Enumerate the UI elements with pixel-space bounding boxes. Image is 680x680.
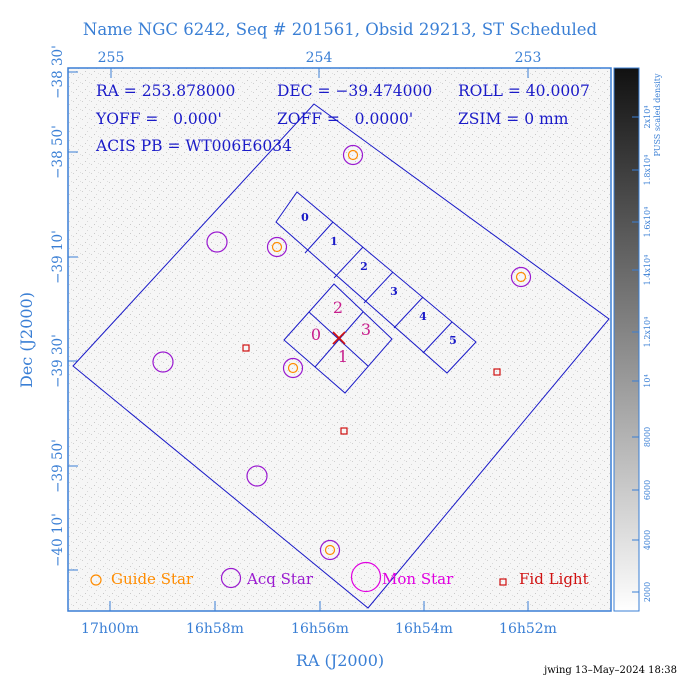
plot-title: Name NGC 6242, Seq # 201561, Obsid 29213… bbox=[83, 20, 598, 39]
colorbar-tick-label: 4000 bbox=[643, 530, 652, 550]
colorbar-label: PUSS scaled density bbox=[653, 73, 662, 157]
roll-value: ROLL = 40.0007 bbox=[458, 82, 590, 100]
legend-fid-label: Fid Light bbox=[519, 570, 589, 588]
colorbar-tick-label: 10⁴ bbox=[643, 374, 652, 387]
acq-star bbox=[246, 465, 268, 487]
left-tick-label: −40 10' bbox=[50, 513, 66, 567]
guide-star bbox=[266, 236, 288, 258]
top-tick-label: 254 bbox=[306, 50, 333, 66]
y-axis-label: Dec (J2000) bbox=[17, 292, 36, 388]
fid-light bbox=[242, 344, 250, 352]
acq-star bbox=[206, 231, 228, 253]
top-tick-label: 253 bbox=[515, 50, 542, 66]
colorbar-ticks bbox=[632, 116, 639, 593]
guide-star-legend-icon bbox=[90, 574, 102, 586]
colorbar-tick-label: 8000 bbox=[643, 427, 652, 447]
acq-star bbox=[152, 351, 174, 373]
bottom-tick-label: 16h58m bbox=[186, 621, 244, 637]
fov-diamond bbox=[72, 103, 610, 609]
x-axis-label: RA (J2000) bbox=[296, 651, 384, 670]
fid-light bbox=[493, 368, 501, 376]
colorbar-tick-label: 2000 bbox=[643, 582, 652, 602]
yoff-value: YOFF = 0.000' bbox=[95, 110, 222, 128]
frame-ticks bbox=[68, 68, 529, 611]
left-tick-label: −39 10' bbox=[50, 230, 66, 284]
acis-i-ccd-label: 1 bbox=[338, 347, 348, 366]
acis-s-ccd-label: 2 bbox=[360, 260, 368, 273]
acis-s-ccd-label: 4 bbox=[419, 310, 427, 323]
left-tick-label: −38 50' bbox=[50, 125, 66, 179]
fid-light bbox=[340, 427, 348, 435]
colorbar-tick-label: 1.4x10⁴ bbox=[643, 255, 652, 286]
legend: Guide Star Acq Star Mon Star Fid Light bbox=[90, 561, 589, 593]
legend-acq-label: Acq Star bbox=[246, 570, 314, 588]
top-tick-label: 255 bbox=[98, 50, 125, 66]
bottom-tick-label: 16h52m bbox=[499, 621, 557, 637]
ra-value: RA = 253.878000 bbox=[96, 82, 235, 100]
pointing-info: RA = 253.878000 DEC = −39.474000 ROLL = … bbox=[95, 82, 590, 155]
guide-star bbox=[510, 266, 532, 288]
left-tick-label: −38 30' bbox=[50, 45, 66, 99]
fid-light-legend-icon bbox=[499, 578, 507, 586]
guide-star bbox=[319, 539, 341, 561]
colorbar-tick-label: 2x10⁴ bbox=[643, 106, 652, 129]
footer-stamp: jwing 13–May–2024 18:38 bbox=[543, 665, 677, 676]
legend-mon-label: Mon Star bbox=[382, 570, 454, 588]
acis-s-ccd-label: 3 bbox=[390, 285, 398, 298]
zsim-value: ZSIM = 0 mm bbox=[458, 110, 569, 128]
acis-i-ccd-label: 2 bbox=[333, 298, 343, 317]
left-tick-label: −39 30' bbox=[50, 334, 66, 388]
bottom-tick-label: 17h00m bbox=[81, 621, 139, 637]
colorbar-tick-label: 1.2x10⁴ bbox=[643, 317, 652, 348]
zoff-value: ZOFF = 0.0000' bbox=[277, 110, 413, 128]
acis-s-ccd-label: 0 bbox=[301, 211, 309, 224]
colorbar-tick-label: 1.6x10⁴ bbox=[643, 207, 652, 238]
acq-star-legend-icon bbox=[220, 567, 242, 589]
colorbar bbox=[613, 67, 640, 612]
acis-s-ccd-label: 5 bbox=[449, 334, 457, 347]
guide-star bbox=[342, 144, 364, 166]
plot-frame bbox=[67, 67, 612, 612]
colorbar-tick-label: 6000 bbox=[643, 480, 652, 500]
colorbar-tick-label: 1.8x10⁴ bbox=[643, 155, 652, 186]
acis-s-array bbox=[275, 191, 477, 374]
acis-i-ccd-label: 0 bbox=[311, 325, 321, 344]
left-tick-label: −39 50' bbox=[50, 439, 66, 493]
aimpoint-cross bbox=[332, 331, 346, 345]
acis-value: ACIS PB = WT006E6034 bbox=[95, 137, 292, 155]
guide-star bbox=[282, 357, 304, 379]
mon-star-legend-icon bbox=[350, 561, 382, 593]
acis-i-ccd-label: 3 bbox=[361, 320, 371, 339]
acis-s-ccd-label: 1 bbox=[330, 235, 338, 248]
legend-guide-label: Guide Star bbox=[111, 570, 194, 588]
dec-value: DEC = −39.474000 bbox=[277, 82, 432, 100]
bottom-tick-label: 16h54m bbox=[395, 621, 453, 637]
bottom-tick-label: 16h56m bbox=[291, 621, 349, 637]
